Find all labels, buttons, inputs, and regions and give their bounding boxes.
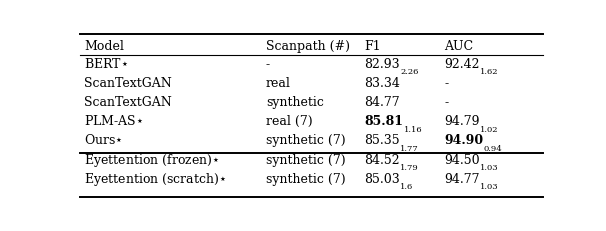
Text: Model: Model xyxy=(84,40,124,53)
Text: -: - xyxy=(266,58,270,71)
Text: Ours$\star$: Ours$\star$ xyxy=(84,133,123,147)
Text: 85.81: 85.81 xyxy=(365,115,404,128)
Text: ScanTextGAN: ScanTextGAN xyxy=(84,96,172,109)
Text: 2.26: 2.26 xyxy=(400,68,419,76)
Text: synthetic: synthetic xyxy=(266,96,324,109)
Text: real: real xyxy=(266,77,291,90)
Text: 94.90: 94.90 xyxy=(444,134,484,147)
Text: 1.79: 1.79 xyxy=(400,163,419,171)
Text: 85.35: 85.35 xyxy=(365,134,400,147)
Text: 0.94: 0.94 xyxy=(484,144,502,152)
Text: AUC: AUC xyxy=(444,40,473,53)
Text: Scanpath (#): Scanpath (#) xyxy=(266,40,350,53)
Text: 1.62: 1.62 xyxy=(480,68,498,76)
Text: 1.77: 1.77 xyxy=(400,144,419,152)
Text: 94.77: 94.77 xyxy=(444,172,480,185)
Text: BERT$\star$: BERT$\star$ xyxy=(84,57,128,71)
Text: 1.03: 1.03 xyxy=(480,182,499,190)
Text: F1: F1 xyxy=(365,40,381,53)
Text: 83.34: 83.34 xyxy=(365,77,401,90)
Text: 85.03: 85.03 xyxy=(365,172,401,185)
Text: Eyettention (frozen)$\star$: Eyettention (frozen)$\star$ xyxy=(84,151,220,168)
Text: 94.50: 94.50 xyxy=(444,153,480,166)
Text: 1.02: 1.02 xyxy=(480,125,498,133)
Text: real (7): real (7) xyxy=(266,115,313,128)
Text: 94.79: 94.79 xyxy=(444,115,480,128)
Text: synthetic (7): synthetic (7) xyxy=(266,153,345,166)
Text: 92.42: 92.42 xyxy=(444,58,480,71)
Text: -: - xyxy=(444,96,448,109)
Text: ScanTextGAN: ScanTextGAN xyxy=(84,77,172,90)
Text: synthetic (7): synthetic (7) xyxy=(266,172,345,185)
Text: synthetic (7): synthetic (7) xyxy=(266,134,345,147)
Text: Eyettention (scratch)$\star$: Eyettention (scratch)$\star$ xyxy=(84,170,227,187)
Text: 1.6: 1.6 xyxy=(401,182,413,190)
Text: 1.16: 1.16 xyxy=(404,125,422,133)
Text: -: - xyxy=(444,77,448,90)
Text: 84.77: 84.77 xyxy=(365,96,400,109)
Text: 82.93: 82.93 xyxy=(365,58,400,71)
Text: 1.03: 1.03 xyxy=(480,163,499,171)
Text: 84.52: 84.52 xyxy=(365,153,400,166)
Text: PLM-AS$\star$: PLM-AS$\star$ xyxy=(84,114,144,128)
